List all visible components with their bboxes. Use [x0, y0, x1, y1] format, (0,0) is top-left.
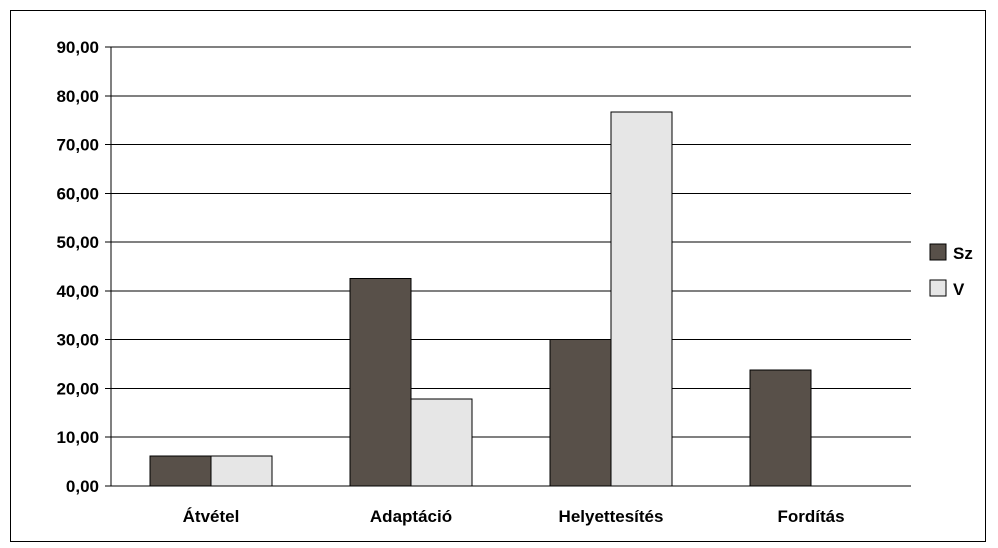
y-tick-label: 10,00 — [56, 428, 99, 447]
bar-sz-1 — [149, 455, 212, 487]
bar-sz-3 — [549, 339, 612, 487]
x-category-label: Fordítás — [777, 507, 844, 526]
legend-swatch-v — [929, 279, 947, 297]
y-tick-label: 80,00 — [56, 87, 99, 106]
chart-frame: 0,00 10,00 20,00 30,00 40,00 50,00 60,00 70,00 8… — [10, 10, 986, 542]
x-category-label: Adaptáció — [370, 507, 452, 526]
legend-swatch-sz — [929, 243, 947, 261]
bar-v-3 — [610, 111, 673, 487]
bar-sz-2 — [349, 278, 412, 487]
x-category-label: Átvétel — [183, 507, 240, 526]
bar-v-2 — [410, 398, 473, 487]
y-tick-label: 60,00 — [56, 184, 99, 203]
bar-sz-4 — [749, 369, 812, 487]
legend-label-v: V — [953, 280, 965, 299]
y-tick-label: 30,00 — [56, 331, 99, 350]
bar-chart: 0,00 10,00 20,00 30,00 40,00 50,00 60,00 70,00 8… — [56, 38, 973, 526]
legend-label-sz: Sz — [953, 244, 973, 263]
bar-v-1 — [210, 455, 273, 487]
y-tick-label: 0,00 — [66, 477, 99, 496]
x-category-label: Helyettesítés — [559, 507, 664, 526]
y-tick-label: 20,00 — [56, 379, 99, 398]
y-tick-label: 40,00 — [56, 282, 99, 301]
y-tick-label: 50,00 — [56, 233, 99, 252]
y-tick-label: 90,00 — [56, 38, 99, 57]
y-tick-label: 70,00 — [56, 136, 99, 155]
